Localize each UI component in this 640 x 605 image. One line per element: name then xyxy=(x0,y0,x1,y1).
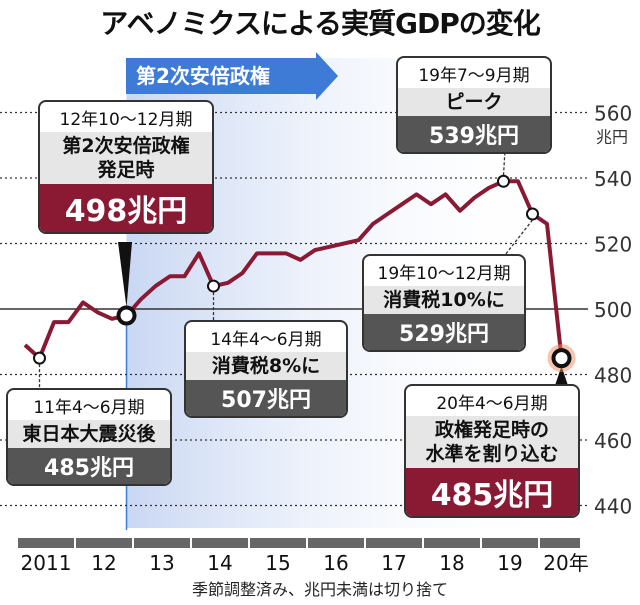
x-tick-label: 18 xyxy=(439,551,464,575)
x-tick-label: 12 xyxy=(91,551,116,575)
annotation-2020q2: 20年4～6月期 政権発足時の 水準を割り込む 485兆円 xyxy=(404,384,580,518)
annotation-period: 11年4～6月期 xyxy=(33,398,145,418)
chart-footnote: 季節調整済み、兆円未満は切り捨て xyxy=(191,580,448,599)
y-tick-label: 460 xyxy=(594,429,632,453)
pointer-2020q2 xyxy=(555,366,568,384)
data-point-marker xyxy=(33,351,46,365)
x-tick-label: 16 xyxy=(323,551,348,575)
annotation-period: 19年7～9月期 xyxy=(418,66,530,86)
annotation-period: 20年4～6月期 xyxy=(436,394,548,414)
x-axis-segment xyxy=(18,538,74,548)
pointer-2012q4 xyxy=(118,242,132,308)
pointer-2019q4 xyxy=(504,219,534,256)
annotation-label: 消費税10%に xyxy=(364,286,524,314)
annotation-2012q4: 12年10～12月期 第2次安倍政権 発足時 498兆円 xyxy=(38,100,214,234)
x-axis-segment xyxy=(424,538,480,548)
x-tick-label: 19 xyxy=(497,551,522,575)
y-tick-label: 520 xyxy=(594,233,632,257)
x-axis-segment xyxy=(250,538,306,548)
annotation-value: 529兆円 xyxy=(364,314,524,350)
annotation-label: 消費税8%に xyxy=(186,352,346,380)
annotation-value: 498兆円 xyxy=(40,184,212,232)
y-unit-label: 兆円 xyxy=(596,128,628,147)
y-tick-label: 560 xyxy=(594,102,632,126)
annotation-label: ピーク xyxy=(398,88,550,116)
pointer-2019q3 xyxy=(502,149,506,176)
annotation-label: 政権発足時の 水準を割り込む xyxy=(406,416,578,468)
y-tick-label: 440 xyxy=(594,495,632,519)
annotation-label: 東日本大震災後 xyxy=(8,420,170,448)
annotation-period: 19年10～12月期 xyxy=(377,264,511,284)
x-axis-segment xyxy=(76,538,132,548)
x-axis-segment xyxy=(482,538,538,548)
x-axis-segment xyxy=(366,538,422,548)
y-tick-label: 500 xyxy=(594,298,632,322)
arrow-right-icon xyxy=(316,52,338,100)
annotation-2014q2: 14年4～6月期 消費税8%に 507兆円 xyxy=(184,320,348,418)
data-point-marker xyxy=(526,207,539,221)
chart-title: アベノミクスによる実質GDPの変化 xyxy=(100,7,541,40)
x-tick-label: 15 xyxy=(265,551,290,575)
x-tick-label: 17 xyxy=(381,551,406,575)
data-point-marker xyxy=(497,174,510,188)
x-tick-label: 14 xyxy=(207,551,232,575)
y-tick-label: 540 xyxy=(594,167,632,191)
abe-era-banner: 第2次安倍政権 xyxy=(126,58,316,94)
data-point-marker xyxy=(116,305,137,326)
annotation-period: 12年10～12月期 xyxy=(59,110,193,130)
annotation-2019q4: 19年10～12月期 消費税10%に 529兆円 xyxy=(362,254,526,352)
x-axis-segment xyxy=(192,538,248,548)
annotation-2011q2: 11年4～6月期 東日本大震災後 485兆円 xyxy=(6,388,172,486)
x-tick-label: 20年 xyxy=(543,551,588,575)
y-tick-label: 480 xyxy=(594,364,632,388)
x-axis-segment xyxy=(134,538,190,548)
x-tick-label: 13 xyxy=(149,551,174,575)
x-axis-segment xyxy=(540,538,580,548)
gdp-line xyxy=(23,179,564,361)
annotation-value: 485兆円 xyxy=(8,448,170,484)
annotation-2019q3: 19年7～9月期 ピーク 539兆円 xyxy=(396,56,552,154)
annotation-value: 485兆円 xyxy=(406,468,578,516)
x-tick-label: 2011 xyxy=(21,551,72,575)
annotation-label: 第2次安倍政権 発足時 xyxy=(40,132,212,184)
x-axis-segment xyxy=(308,538,364,548)
annotation-value: 507兆円 xyxy=(186,380,346,416)
data-point-marker xyxy=(207,279,220,293)
data-point-marker xyxy=(551,348,572,369)
annotation-value: 539兆円 xyxy=(398,116,550,152)
annotation-period: 14年4～6月期 xyxy=(210,330,322,350)
